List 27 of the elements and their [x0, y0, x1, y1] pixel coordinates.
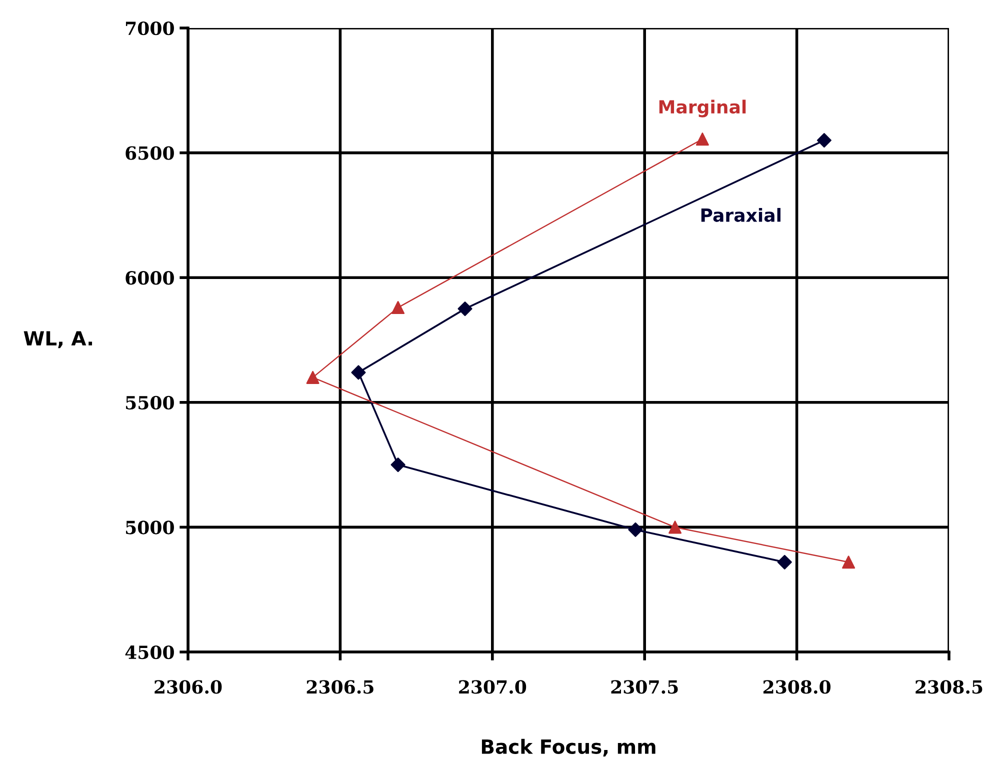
- point: [777, 554, 792, 570]
- x-axis-title: Back Focus, mm: [482, 738, 656, 756]
- series-label: Paraxial: [701, 208, 780, 222]
- x-tick-label: 2307.5: [611, 680, 678, 694]
- point: [458, 302, 472, 316]
- x-tick-label: 2308.0: [763, 680, 831, 694]
- point: [392, 301, 405, 314]
- series-label: Marginal: [659, 100, 746, 118]
- y-tick-label: 7000: [126, 21, 174, 36]
- point: [351, 365, 366, 380]
- y-tick-label: 6500: [126, 146, 174, 160]
- x-tick-label: 2308.5: [916, 680, 982, 694]
- point: [696, 132, 709, 146]
- y-tick-label: 4500: [125, 645, 174, 660]
- x-tick-label: 2307.0: [459, 680, 526, 694]
- y-tick-label: 5000: [126, 520, 174, 534]
- point: [842, 556, 856, 569]
- point: [668, 520, 682, 534]
- y-tick-label: 5500: [126, 396, 174, 410]
- point: [306, 370, 320, 384]
- x-tick-label: 2306.5: [306, 680, 374, 694]
- x-tick-label: 2306.0: [154, 680, 222, 694]
- point: [628, 522, 643, 537]
- point: [816, 133, 832, 148]
- y-axis-title: WL, A.: [24, 331, 92, 348]
- y-tick-label: 6000: [126, 271, 174, 285]
- point: [390, 458, 406, 472]
